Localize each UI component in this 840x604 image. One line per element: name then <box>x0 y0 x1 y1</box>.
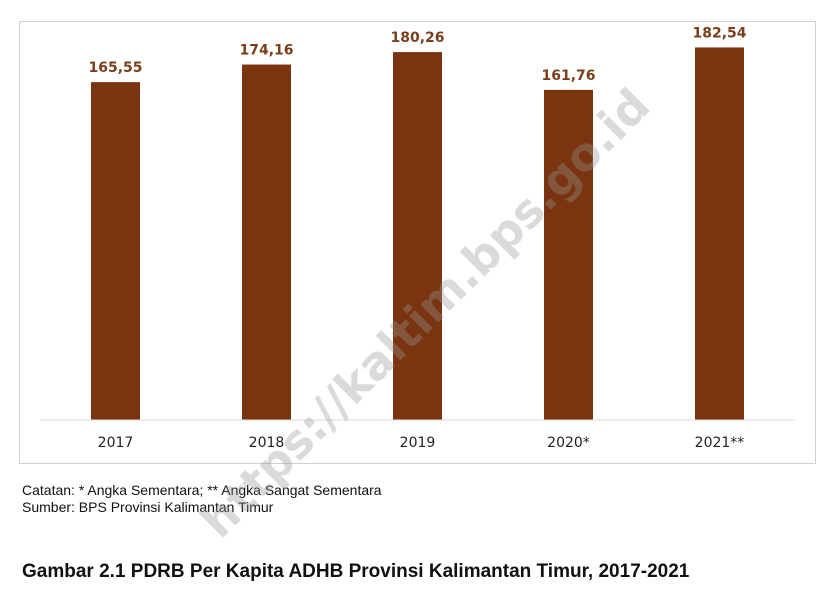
bars-layer <box>91 47 744 420</box>
bar-0 <box>91 82 140 420</box>
source-line: Sumber: BPS Provinsi Kalimantan Timur <box>22 499 274 515</box>
x-tick-label-2: 2019 <box>400 435 436 451</box>
note-line-1: Catatan: * Angka Sementara; ** Angka San… <box>22 482 382 498</box>
value-label-3: 161,76 <box>541 68 595 84</box>
x-tick-label-3: 2020* <box>547 435 590 451</box>
x-tick-labels-layer: 2017 2018 2019 2020* 2021** <box>98 435 745 451</box>
chart-frame: 165,55 174,16 180,26 161,76 182,54 2017 2018 2… <box>19 21 816 464</box>
value-labels-layer: 165,55 174,16 180,26 161,76 182,54 <box>88 25 746 83</box>
x-tick-label-4: 2021** <box>695 435 745 451</box>
bar-2 <box>393 52 442 420</box>
bar-1 <box>242 64 291 420</box>
value-label-0: 165,55 <box>88 60 142 76</box>
value-label-2: 180,26 <box>390 30 444 46</box>
figure-title: Gambar 2.1 PDRB Per Kapita ADHB Provinsi… <box>22 561 690 582</box>
value-label-4: 182,54 <box>692 25 746 41</box>
x-tick-label-0: 2017 <box>98 435 134 451</box>
bar-3 <box>544 89 593 420</box>
chart-notes: Catatan: * Angka Sementara; ** Angka San… <box>22 482 382 516</box>
value-label-1: 174,16 <box>239 43 293 59</box>
bar-4 <box>695 47 744 420</box>
x-tick-label-1: 2018 <box>249 435 285 451</box>
